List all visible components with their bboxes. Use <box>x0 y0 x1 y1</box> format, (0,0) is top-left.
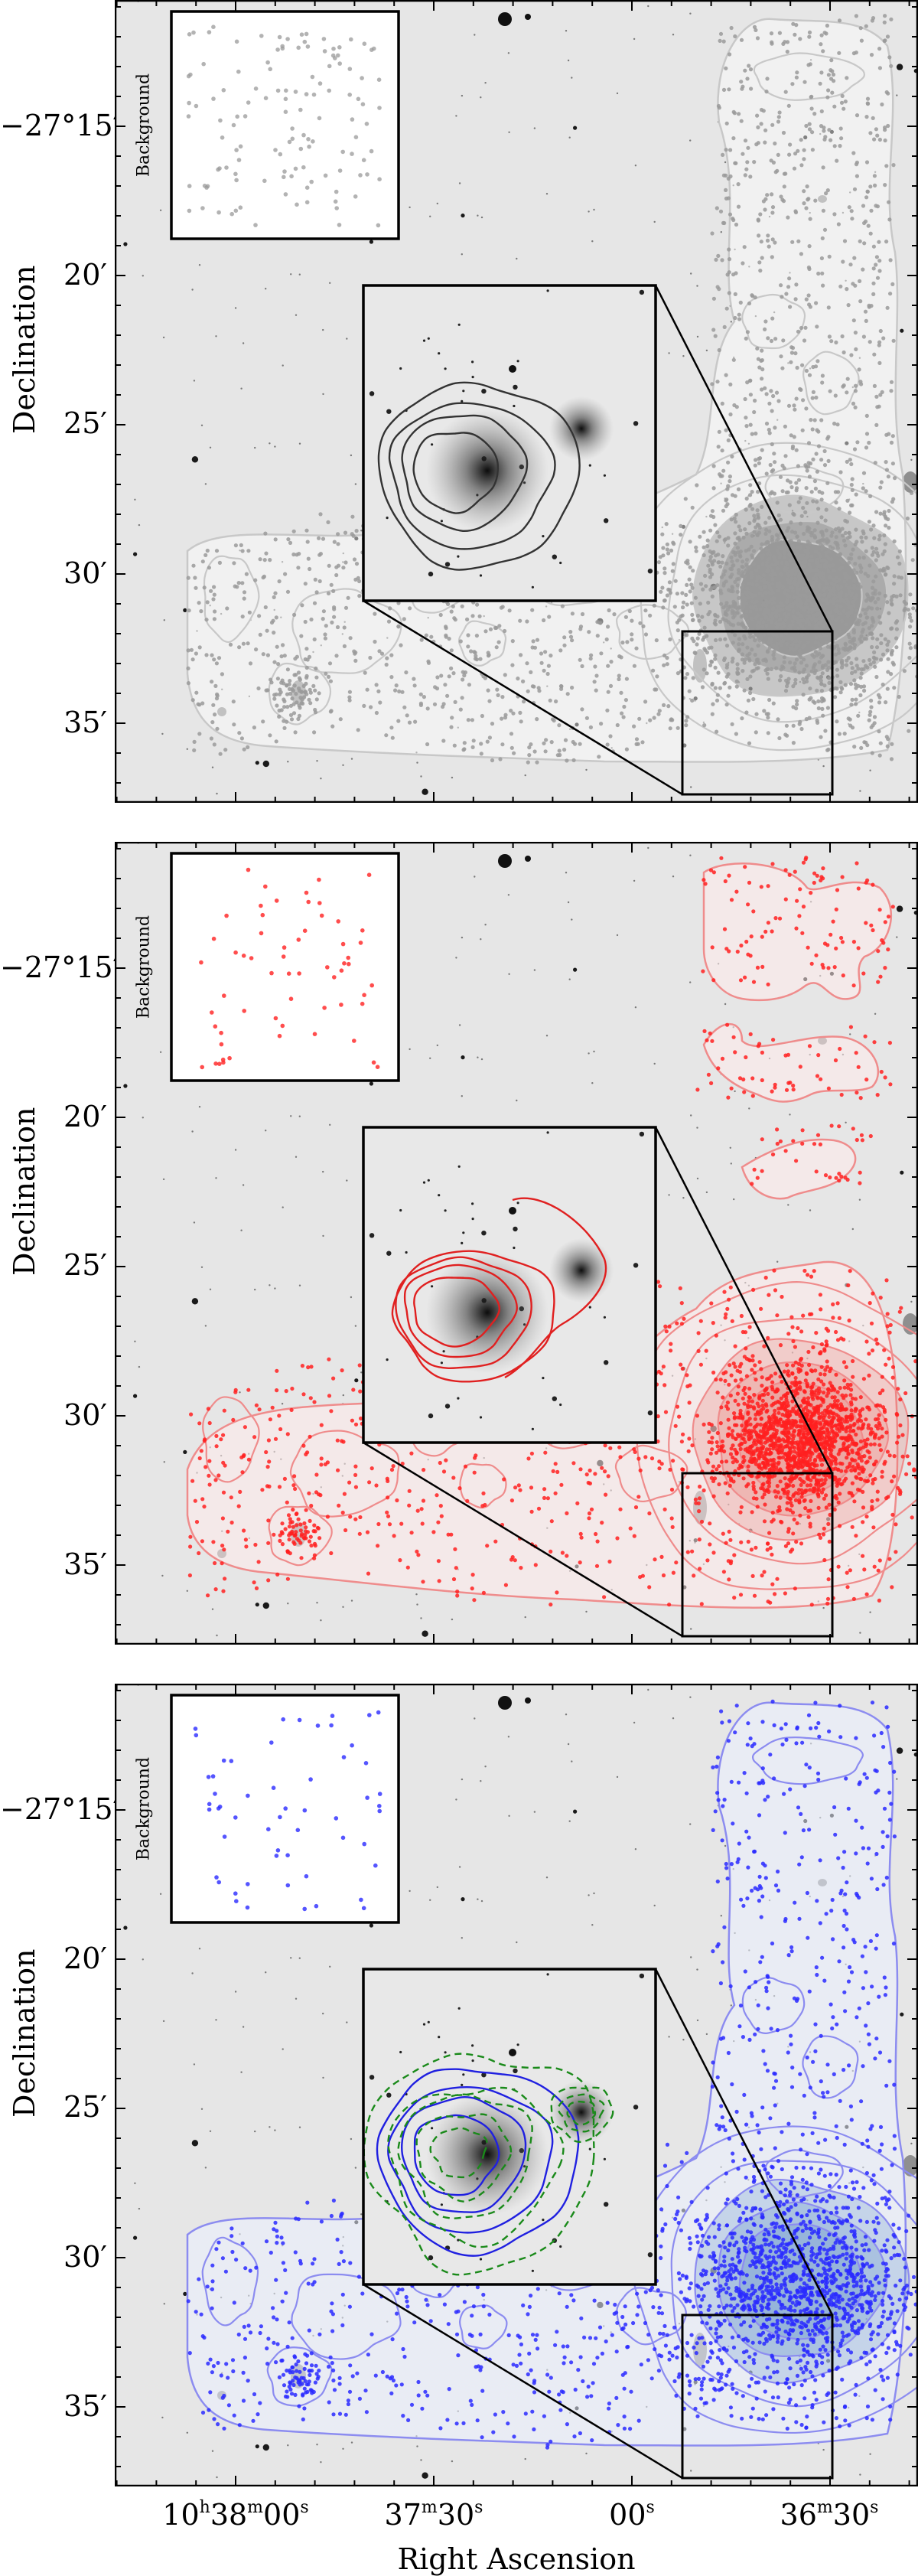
zoom-source-box <box>681 630 834 796</box>
zoom-inset <box>362 284 657 602</box>
y-tick-label: −27°15′ <box>0 951 120 984</box>
background-label-top: Background <box>134 73 154 178</box>
y-tick-label: −27°15′ <box>0 1792 120 1826</box>
dashed-contours <box>363 2053 614 2276</box>
sky-image <box>115 1684 918 2486</box>
zoom-source-box <box>681 1472 834 1638</box>
sky-image <box>115 0 918 803</box>
sky-image <box>115 842 918 1645</box>
x-tick-label-3: 36m30s <box>780 2498 879 2532</box>
x-axis-title: Right Ascension <box>397 2542 636 2576</box>
axes <box>115 0 918 803</box>
axes <box>115 842 918 1645</box>
y-tick-label: 25′ <box>63 2090 107 2124</box>
panel-bottom <box>115 1684 918 2486</box>
panel-middle <box>115 842 918 1645</box>
zoom-inset <box>362 1968 657 2286</box>
y-tick-label: 30′ <box>63 2240 107 2274</box>
y-tick-label: 20′ <box>63 1942 107 1975</box>
x-tick-label-0: 10h38m00s <box>162 2498 309 2532</box>
y-tick-label: 20′ <box>63 1100 107 1133</box>
background-label-bottom: Background <box>134 1756 154 1861</box>
axes <box>115 1684 918 2486</box>
background-inset <box>170 1694 400 1924</box>
zoom-source-box <box>681 2314 834 2480</box>
y-tick-label: −27°15′ <box>0 109 120 142</box>
background-label-middle: Background <box>134 915 154 1019</box>
y-tick-label: 20′ <box>63 258 107 292</box>
y-tick-label: 35′ <box>63 706 107 739</box>
y-tick-label: 25′ <box>63 1248 107 1282</box>
x-tick-label-2: 00s <box>609 2498 655 2532</box>
y-tick-label: 30′ <box>63 556 107 590</box>
y-tick-label: 35′ <box>63 1547 107 1581</box>
background-inset <box>170 10 400 240</box>
zoom-inset <box>362 1126 657 1444</box>
y-tick-label: 35′ <box>63 2389 107 2423</box>
panel-top <box>115 0 918 803</box>
x-tick-label-1: 37m30s <box>384 2498 483 2532</box>
y-tick-label: 30′ <box>63 1398 107 1432</box>
y-tick-label: 25′ <box>63 406 107 440</box>
background-inset <box>170 852 400 1082</box>
